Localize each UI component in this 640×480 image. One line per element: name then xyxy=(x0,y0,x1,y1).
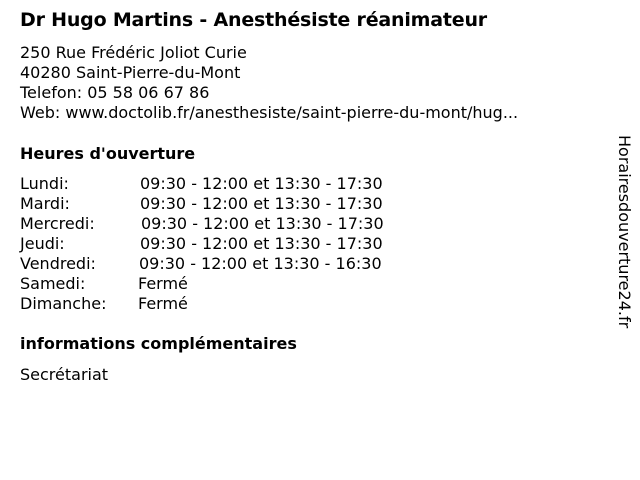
page-title: Dr Hugo Martins - Anesthésiste réanimate… xyxy=(20,9,487,31)
time: Fermé xyxy=(138,294,188,313)
time: 09:30 - 12:00 et 13:30 - 17:30 xyxy=(141,214,384,233)
day: Jeudi: xyxy=(20,234,65,253)
time: 09:30 - 12:00 et 13:30 - 17:30 xyxy=(140,194,383,213)
phone: Telefon: 05 58 06 67 86 xyxy=(20,83,210,102)
time: 09:30 - 12:00 et 13:30 - 17:30 xyxy=(140,234,383,253)
day: Dimanche: xyxy=(20,294,107,313)
day: Lundi: xyxy=(20,174,69,193)
day: Mercredi: xyxy=(20,214,95,233)
web-link[interactable]: Web: www.doctolib.fr/anesthesiste/saint-… xyxy=(20,103,519,122)
day: Vendredi: xyxy=(20,254,96,273)
city: 40280 Saint-Pierre-du-Mont xyxy=(20,63,241,82)
hours-heading: Heures d'ouverture xyxy=(20,144,196,163)
info-text: Secrétariat xyxy=(20,365,109,384)
time: 09:30 - 12:00 et 13:30 - 17:30 xyxy=(140,174,383,193)
day: Mardi: xyxy=(20,194,70,213)
time: 09:30 - 12:00 et 13:30 - 16:30 xyxy=(139,254,382,273)
time: Fermé xyxy=(138,274,188,293)
address-block: 250 Rue Frédéric Joliot Curie 40280 Sain… xyxy=(20,43,518,123)
street: 250 Rue Frédéric Joliot Curie xyxy=(20,43,247,62)
day: Samedi: xyxy=(20,274,86,293)
info-heading: informations complémentaires xyxy=(20,334,297,353)
watermark: Horairesdouverture24.fr xyxy=(615,135,634,329)
